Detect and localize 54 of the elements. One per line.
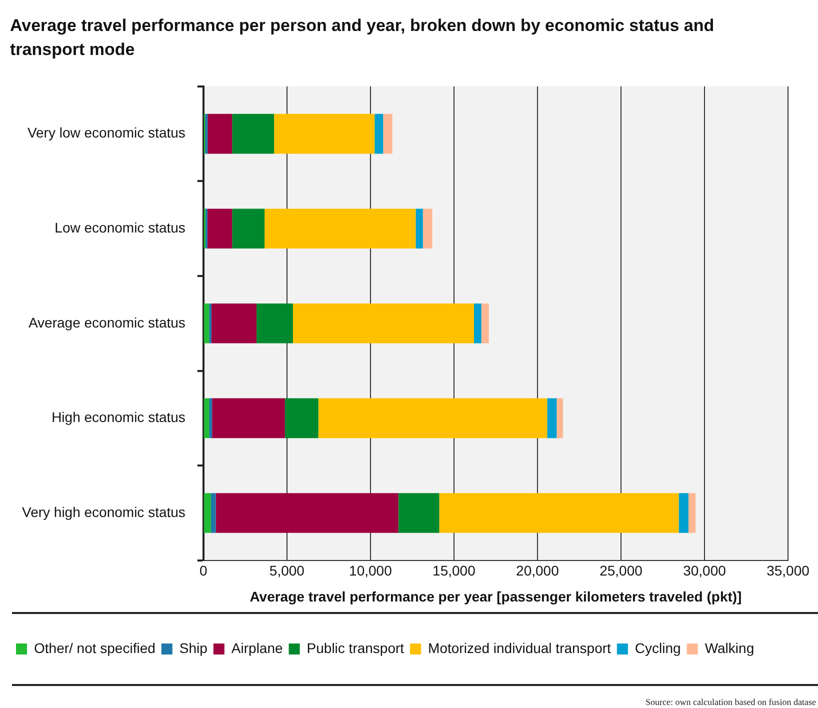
bar: [439, 493, 679, 533]
bar: [678, 493, 688, 533]
y-tick-label: Very low economic status: [27, 124, 186, 141]
chart-title: Average travel performance per person and year, broken down by economic status and transport mode: [10, 15, 716, 61]
x-tick-label: 20,000: [516, 562, 560, 579]
bar: [232, 114, 274, 154]
bar: [318, 398, 548, 438]
bar: [209, 398, 212, 438]
bar: [264, 208, 416, 249]
bar: [474, 303, 482, 344]
bar: [274, 114, 375, 154]
legend-label: Walking: [704, 640, 754, 656]
x-tick-label: 5,000: [269, 562, 305, 579]
bar: [416, 208, 423, 249]
bar: [208, 114, 232, 154]
legend-label: Motorized individual transport: [428, 640, 612, 656]
bar: [374, 114, 384, 154]
bar: [204, 303, 210, 344]
bar: [204, 493, 211, 533]
legend-label: Cycling: [634, 640, 681, 656]
legend-label: Other/ not specified: [34, 640, 156, 656]
bar: [211, 303, 257, 344]
bar: [212, 398, 285, 438]
bar: [256, 303, 293, 344]
x-tick-label: 0: [200, 562, 208, 579]
bar: [383, 114, 392, 154]
y-tick-label: High economic status: [52, 409, 186, 426]
x-tick-label: 25,000: [600, 562, 643, 579]
x-tick-label: 10,000: [349, 562, 392, 579]
legend-label: Ship: [179, 640, 208, 656]
bar: [422, 208, 432, 249]
bar: [204, 398, 210, 438]
bar: [292, 303, 474, 344]
bar: [207, 208, 232, 249]
legend-label: Public transport: [306, 640, 404, 656]
source-note: Source: own calculation based on fusion datase: [646, 697, 816, 707]
x-axis-title: Average travel performance per year [passenger kilometers traveled (pkt)]: [250, 588, 742, 604]
bar: [556, 398, 564, 438]
bar: [398, 493, 440, 533]
y-tick-label: Low economic status: [54, 219, 186, 236]
bar: [210, 493, 216, 533]
x-tick-label: 35,000: [766, 562, 810, 579]
x-tick-label: 30,000: [683, 562, 726, 579]
bar: [481, 303, 489, 344]
y-tick-label: Very high economic status: [22, 504, 186, 520]
bar: [284, 398, 318, 438]
bar: [688, 493, 696, 533]
bar: [205, 114, 208, 154]
bar: [232, 208, 265, 249]
bar: [216, 493, 398, 533]
bar: [547, 398, 557, 438]
x-tick-label: 15,000: [432, 562, 476, 579]
legend-label: Airplane: [231, 640, 283, 656]
y-tick-label: Average economic status: [28, 314, 186, 330]
